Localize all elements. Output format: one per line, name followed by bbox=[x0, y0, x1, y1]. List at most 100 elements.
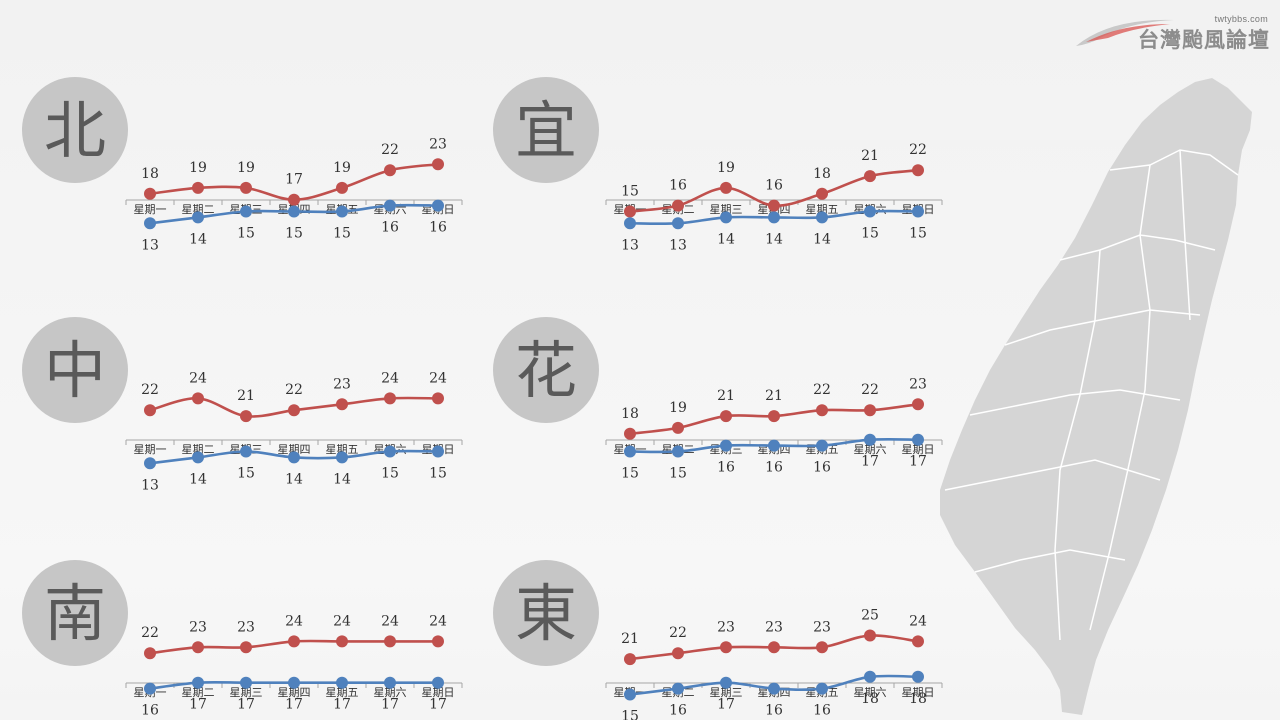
low-temp-label: 13 bbox=[669, 237, 687, 253]
low-temp-point bbox=[336, 451, 348, 464]
low-temp-label: 16 bbox=[669, 703, 687, 719]
high-temp-point bbox=[864, 629, 876, 642]
low-temp-label: 14 bbox=[189, 231, 207, 247]
low-temp-point bbox=[432, 676, 444, 689]
low-temp-point bbox=[816, 682, 828, 695]
logo-site-text: twtybbs.com bbox=[1214, 14, 1268, 24]
low-temp-label: 15 bbox=[669, 466, 687, 482]
x-tick-label: 星期二 bbox=[182, 686, 215, 699]
high-temp-point bbox=[240, 641, 252, 654]
low-temp-point bbox=[384, 445, 396, 458]
high-temp-point bbox=[384, 392, 396, 405]
high-temp-point bbox=[288, 193, 300, 206]
region-badge bbox=[493, 77, 599, 183]
high-temp-label: 24 bbox=[285, 613, 303, 629]
x-tick-label: 星期二 bbox=[182, 203, 215, 216]
region-label: 南 bbox=[44, 577, 106, 650]
high-temp-point bbox=[432, 392, 444, 405]
high-temp-point bbox=[672, 199, 684, 212]
low-temp-label: 14 bbox=[285, 471, 303, 487]
low-temp-label: 15 bbox=[333, 226, 351, 242]
low-temp-point bbox=[864, 670, 876, 683]
x-tick-label: 星期日 bbox=[422, 686, 455, 699]
high-temp-label: 21 bbox=[237, 388, 255, 404]
high-temp-point bbox=[624, 653, 636, 666]
low-temp-label: 14 bbox=[333, 471, 351, 487]
high-temp-label: 18 bbox=[141, 166, 159, 182]
low-temp-point bbox=[768, 682, 780, 695]
high-temp-point bbox=[720, 181, 732, 194]
low-temp-point bbox=[192, 211, 204, 224]
high-temp-point bbox=[240, 410, 252, 423]
low-temp-label: 17 bbox=[717, 697, 735, 713]
high-temp-point bbox=[816, 187, 828, 200]
low-temp-label: 14 bbox=[813, 231, 831, 247]
high-temp-label: 23 bbox=[333, 376, 351, 392]
low-temp-point bbox=[720, 439, 732, 452]
high-temp-point bbox=[912, 398, 924, 411]
high-temp-point bbox=[720, 410, 732, 423]
high-temp-point bbox=[912, 164, 924, 177]
brand-logo: twtybbs.com 台灣颱風論壇 bbox=[1070, 10, 1270, 52]
taiwan-map bbox=[940, 78, 1252, 715]
low-temp-point bbox=[864, 205, 876, 218]
high-temp-label: 22 bbox=[141, 625, 159, 641]
forecast-chart-6: 東星期一星期二星期三星期四星期五星期六星期日212223232325241516… bbox=[493, 560, 943, 720]
x-tick-label: 星期六 bbox=[374, 686, 407, 699]
high-temp-label: 22 bbox=[813, 382, 831, 398]
low-temp-label: 16 bbox=[765, 460, 783, 476]
high-temp-point bbox=[384, 164, 396, 177]
high-temp-point bbox=[288, 404, 300, 417]
region-badge bbox=[22, 560, 128, 666]
high-temp-label: 21 bbox=[861, 148, 879, 164]
high-temp-point bbox=[432, 158, 444, 171]
low-temp-point bbox=[288, 205, 300, 218]
low-temp-label: 17 bbox=[381, 697, 399, 713]
high-temp-point bbox=[336, 181, 348, 194]
low-temp-point bbox=[336, 205, 348, 218]
forecast-chart-5: 南星期一星期二星期三星期四星期五星期六星期日222323242424241617… bbox=[22, 560, 463, 719]
high-temp-label: 23 bbox=[909, 376, 927, 392]
high-temp-point bbox=[624, 205, 636, 218]
region-label: 東 bbox=[515, 577, 577, 650]
x-tick-label: 星期日 bbox=[902, 686, 935, 699]
low-temp-point bbox=[624, 445, 636, 458]
high-temp-label: 15 bbox=[621, 184, 639, 200]
x-tick-label: 星期五 bbox=[806, 203, 839, 216]
low-temp-point bbox=[720, 676, 732, 689]
high-temp-point bbox=[768, 410, 780, 423]
low-temp-label: 17 bbox=[861, 454, 879, 470]
low-temp-point bbox=[240, 445, 252, 458]
forecast-chart-3: 中星期一星期二星期三星期四星期五星期六星期日222421222324241314… bbox=[22, 317, 463, 493]
high-temp-point bbox=[336, 398, 348, 411]
x-tick-label: 星期三 bbox=[230, 686, 263, 699]
low-temp-point bbox=[720, 211, 732, 224]
high-temp-label: 19 bbox=[237, 160, 255, 176]
low-temp-point bbox=[240, 676, 252, 689]
logo-brand-text: 台灣颱風論壇 bbox=[1138, 28, 1270, 52]
county-borders bbox=[944, 149, 1239, 641]
low-temp-label: 14 bbox=[189, 471, 207, 487]
high-temp-label: 18 bbox=[621, 406, 639, 422]
region-label: 中 bbox=[44, 334, 106, 407]
low-temp-label: 15 bbox=[381, 466, 399, 482]
low-temp-label: 15 bbox=[621, 466, 639, 482]
low-temp-point bbox=[336, 676, 348, 689]
low-temp-point bbox=[192, 451, 204, 464]
high-temp-label: 21 bbox=[717, 388, 735, 404]
low-temp-label: 17 bbox=[333, 697, 351, 713]
low-temp-point bbox=[144, 682, 156, 695]
high-temp-label: 24 bbox=[189, 370, 207, 386]
low-temp-label: 15 bbox=[861, 226, 879, 242]
high-temp-label: 16 bbox=[765, 178, 783, 194]
high-temp-label: 23 bbox=[189, 619, 207, 635]
high-temp-point bbox=[768, 641, 780, 654]
high-temp-point bbox=[864, 404, 876, 417]
low-temp-label: 15 bbox=[621, 709, 639, 720]
taiwan-island-outline bbox=[940, 78, 1252, 715]
high-temp-label: 22 bbox=[669, 625, 687, 641]
low-temp-label: 17 bbox=[237, 697, 255, 713]
low-temp-point bbox=[384, 676, 396, 689]
high-temp-label: 25 bbox=[861, 608, 879, 624]
low-temp-label: 17 bbox=[909, 454, 927, 470]
